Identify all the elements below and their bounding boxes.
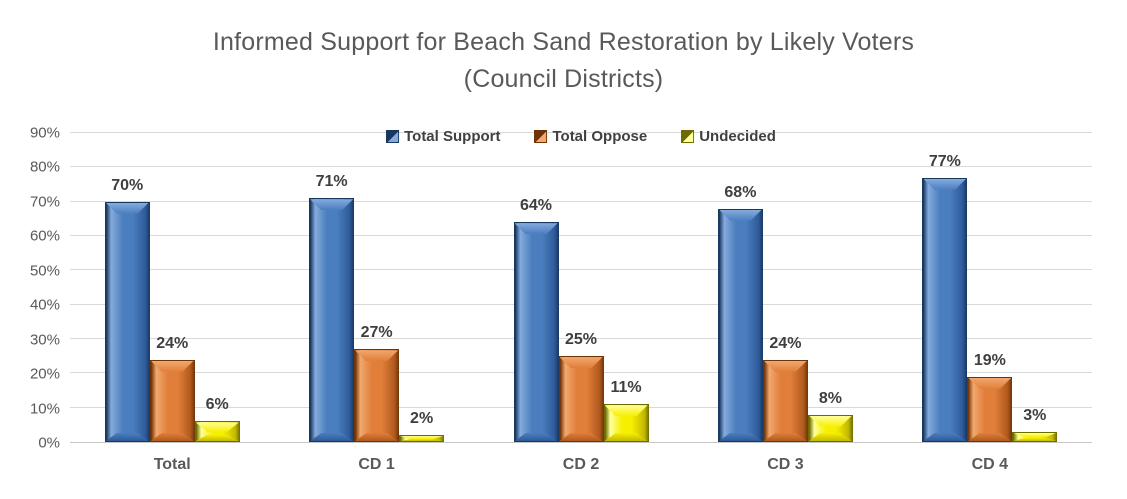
bar-group-cd-2: 64% 25% 11% xyxy=(479,133,683,442)
bar-slot: 2% xyxy=(399,133,445,442)
bar-total-oppose xyxy=(967,376,1013,442)
gridline xyxy=(70,269,1092,271)
bar-slot: 8% xyxy=(807,133,853,442)
chart-subtitle: (Council Districts) xyxy=(463,65,664,93)
gridline xyxy=(70,200,1092,202)
bar-undecided xyxy=(807,414,853,442)
bar-value-label: 24% xyxy=(156,334,189,352)
chart-legend: Total Support Total Oppose Undecided xyxy=(386,128,776,145)
legend-label: Total Support xyxy=(404,128,501,145)
bar-total-support xyxy=(513,222,559,442)
legend-label: Undecided xyxy=(699,128,776,145)
bar-group-cd-1: 71% 27% 2% xyxy=(274,133,478,442)
legend-swatch-icon xyxy=(386,130,400,143)
bar-slot: 24% xyxy=(149,133,195,442)
legend-swatch-icon xyxy=(681,130,695,143)
legend-item-undecided: Undecided xyxy=(681,128,776,145)
legend-swatch-icon xyxy=(534,130,548,143)
gridline xyxy=(70,234,1092,236)
bar-total-support xyxy=(309,198,355,442)
bar-slot: 19% xyxy=(967,133,1013,442)
y-axis: 0% 10% 20% 30% 40% 50% 60% 70% 80% 90% xyxy=(0,125,60,452)
bar-group-cd-3: 68% 24% 8% xyxy=(683,133,887,442)
y-tick-label: 40% xyxy=(29,296,60,314)
bar-value-label: 24% xyxy=(769,334,802,352)
bar-value-label: 70% xyxy=(111,176,144,194)
x-category-label: CD 1 xyxy=(358,456,395,473)
chart-title: Informed Support for Beach Sand Restorat… xyxy=(212,28,915,56)
gridline xyxy=(70,132,1092,133)
y-tick-label: 30% xyxy=(29,331,60,349)
bar-value-label: 6% xyxy=(205,396,229,414)
bar-slot: 25% xyxy=(558,133,604,442)
legend-label: Total Oppose xyxy=(552,128,648,145)
x-category-label: Total xyxy=(153,456,191,473)
bar-total-oppose xyxy=(558,356,604,442)
x-category-label: CD 2 xyxy=(562,456,600,473)
bar-total-oppose xyxy=(762,359,808,442)
bar-value-label: 2% xyxy=(410,410,434,428)
bar-slot: 27% xyxy=(354,133,400,442)
bar-slot: 11% xyxy=(603,133,649,442)
bar-groups: 70% 24% 6% 71% 27% 2% 64% 25% 11% 68% 24% 8% 77% 19% 3… xyxy=(70,133,1092,442)
bar-undecided xyxy=(603,404,649,442)
bar-value-label: 19% xyxy=(973,351,1006,369)
x-axis: Total CD 1 CD 2 CD 3 CD 4 xyxy=(70,456,1092,474)
y-tick-label: 70% xyxy=(29,193,60,211)
bar-undecided xyxy=(1012,431,1058,442)
bar-total-oppose xyxy=(149,359,195,442)
bar-slot: 64% xyxy=(513,133,559,442)
bar-slot: 77% xyxy=(922,133,968,442)
gridline xyxy=(70,166,1092,168)
y-tick-label: 50% xyxy=(29,262,60,280)
bar-value-label: 71% xyxy=(315,173,348,191)
y-tick-label: 80% xyxy=(29,158,60,176)
y-tick-label: 0% xyxy=(38,434,60,452)
bar-value-label: 68% xyxy=(724,183,757,201)
y-tick-label: 20% xyxy=(29,365,60,383)
bar-slot: 70% xyxy=(104,133,150,442)
y-tick-label: 60% xyxy=(29,227,60,245)
bar-slot: 6% xyxy=(194,133,240,442)
bar-slot: 24% xyxy=(762,133,808,442)
plot-area: Total Support Total Oppose Undecided 70% 24… xyxy=(70,128,1092,443)
bar-value-label: 77% xyxy=(928,152,961,170)
bar-value-label: 3% xyxy=(1023,406,1047,424)
bar-total-support xyxy=(922,177,968,442)
legend-item-total-support: Total Support xyxy=(386,128,500,145)
bar-slot: 68% xyxy=(717,133,763,442)
bar-group-total: 70% 24% 6% xyxy=(70,133,274,442)
bar-slot: 3% xyxy=(1012,133,1058,442)
bar-group-cd-4: 77% 19% 3% xyxy=(888,133,1092,442)
bar-total-support xyxy=(717,208,763,442)
bar-undecided xyxy=(399,435,445,442)
bar-value-label: 25% xyxy=(565,331,598,349)
chart-title-block: Informed Support for Beach Sand Restorat… xyxy=(0,24,1127,98)
bar-value-label: 8% xyxy=(818,389,842,407)
gridline xyxy=(70,337,1092,339)
y-tick-label: 10% xyxy=(29,400,60,418)
x-category-label: CD 3 xyxy=(767,456,804,473)
bar-value-label: 64% xyxy=(520,197,553,215)
bar-value-label: 27% xyxy=(360,324,393,342)
bar-total-oppose xyxy=(354,349,400,442)
y-tick-label: 90% xyxy=(29,124,60,142)
gridline xyxy=(70,303,1092,305)
x-category-label: CD 4 xyxy=(971,456,1009,473)
legend-item-total-oppose: Total Oppose xyxy=(534,128,647,145)
bar-value-label: 11% xyxy=(610,379,642,397)
bar-slot: 71% xyxy=(309,133,355,442)
bar-undecided xyxy=(194,421,240,442)
bar-total-support xyxy=(104,201,150,442)
